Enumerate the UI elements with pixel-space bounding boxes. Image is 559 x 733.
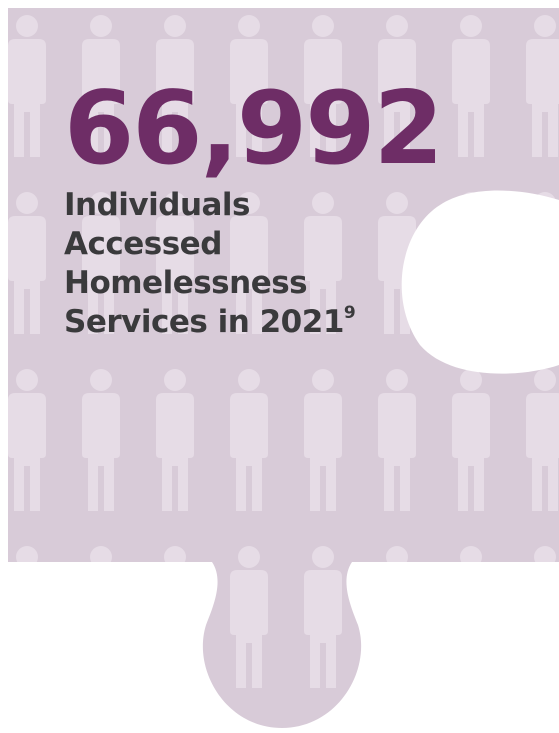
caption-line-4: Services in 20219 [64, 303, 534, 342]
statistic-block: 66,992 Individuals Accessed Homelessness… [64, 78, 534, 342]
caption-line-4-text: Services in 2021 [64, 304, 344, 340]
statistic-caption: Individuals Accessed Homelessness Servic… [64, 186, 534, 342]
statistic-number: 66,992 [64, 69, 444, 187]
caption-line-2: Accessed [64, 226, 222, 262]
footnote-marker: 9 [343, 303, 356, 323]
caption-line-3: Homelessness [64, 265, 308, 301]
caption-line-1: Individuals [64, 187, 251, 223]
